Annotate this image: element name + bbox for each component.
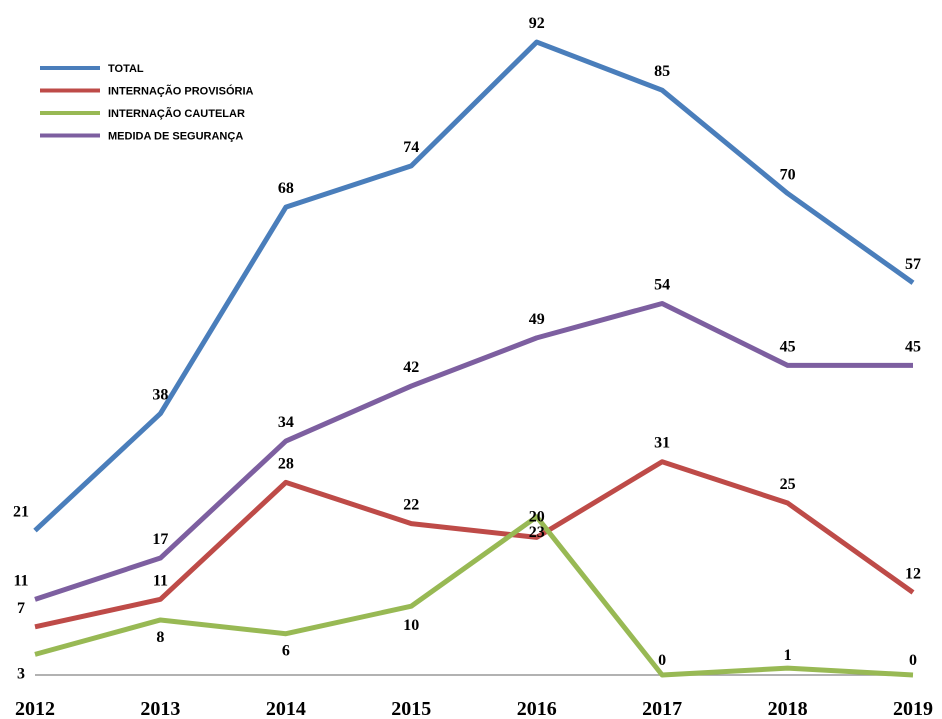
x-tick-label: 2018: [768, 698, 808, 719]
data-label: 42: [403, 359, 419, 376]
data-label: 28: [278, 455, 294, 472]
x-tick-label: 2017: [642, 698, 682, 719]
data-label: 34: [278, 414, 294, 431]
data-label: 25: [780, 476, 796, 493]
data-label: 0: [909, 652, 917, 669]
x-tick-label: 2014: [266, 698, 306, 719]
data-label: 7: [17, 600, 25, 617]
data-label: 8: [156, 629, 164, 646]
x-tick-label: 2019: [893, 698, 933, 719]
data-label: 20: [529, 508, 545, 525]
x-tick-label: 2013: [140, 698, 180, 719]
data-label: 12: [905, 565, 921, 582]
data-label: 11: [153, 572, 168, 589]
data-label: 22: [403, 497, 419, 514]
data-label: 0: [658, 652, 666, 669]
legend-label: MEDIDA DE SEGURANÇA: [108, 131, 243, 143]
legend-label: INTERNAÇÃO CAUTELAR: [108, 107, 245, 120]
data-label: 45: [780, 338, 796, 355]
series-line: [34, 300, 913, 602]
data-label: 10: [403, 617, 419, 634]
data-label: 1: [784, 647, 792, 664]
legend-label: INTERNAÇÃO PROVISÓRIA: [108, 85, 254, 98]
data-label: 74: [403, 139, 419, 156]
data-label: 57: [905, 256, 921, 273]
x-tick-label: 2012: [15, 698, 55, 719]
data-label: 49: [529, 311, 545, 328]
series-line: [34, 514, 914, 678]
x-tick-label: 2015: [391, 698, 431, 719]
data-label: 31: [654, 435, 670, 452]
data-label: 70: [780, 166, 796, 183]
legend-label: TOTAL: [108, 63, 144, 75]
x-tick-label: 2016: [517, 698, 557, 719]
data-label: 45: [905, 338, 921, 355]
data-label: 6: [282, 643, 290, 660]
data-label: 11: [13, 572, 28, 589]
data-label: 21: [13, 504, 29, 521]
data-label: 85: [654, 63, 670, 80]
series-line: [33, 39, 915, 533]
data-label: 17: [152, 531, 168, 548]
data-label: 23: [529, 524, 545, 541]
data-label: 54: [654, 276, 670, 293]
data-label: 3: [17, 665, 25, 682]
data-label: 92: [529, 15, 545, 32]
data-label: 68: [278, 180, 294, 197]
series-line: [34, 459, 915, 630]
data-label: 38: [152, 387, 168, 404]
